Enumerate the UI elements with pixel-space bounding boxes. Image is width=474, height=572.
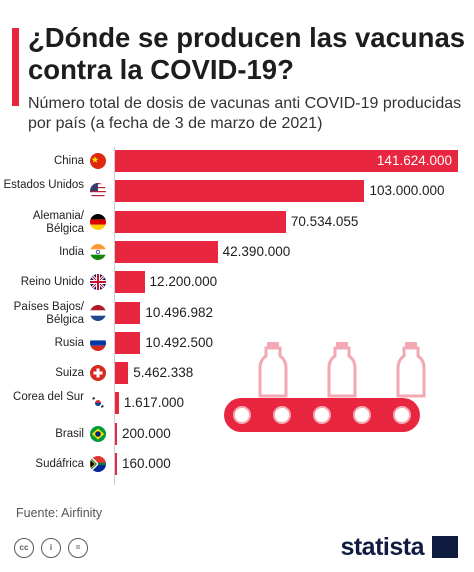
data-label: 70.534.055 [290, 213, 359, 229]
china-flag-icon [90, 153, 106, 169]
bar [115, 240, 218, 263]
category-axis-line [114, 147, 115, 485]
data-label: 200.000 [122, 425, 171, 441]
vaccine-conveyor-belt-icon [224, 342, 426, 432]
germany-belgium-flag-icon [90, 213, 106, 230]
india-flag-icon [90, 243, 106, 260]
statista-logo: statista [328, 532, 458, 562]
bar [115, 301, 141, 324]
bar [115, 150, 458, 172]
data-label: 10.492.500 [145, 334, 213, 350]
data-label: 10.496.982 [145, 304, 213, 320]
no-derivatives-icon: = [68, 538, 88, 558]
bar [115, 180, 365, 203]
data-label: 141.624.000 [376, 153, 452, 168]
category-label: India [59, 245, 84, 258]
category-label: Estados Unidos [3, 179, 84, 192]
category-label: Corea del Sur [13, 391, 84, 404]
bar-row: Rusia 10.492.500 [0, 331, 474, 362]
chart-subtitle: Número total de dosis de vacunas anti CO… [28, 95, 462, 132]
category-label: Suiza [55, 367, 84, 380]
category-label: Rusia [54, 336, 84, 349]
brand-name: statista [340, 533, 424, 561]
bar-row: Alemania/ Bélgica 70.534.055 [0, 209, 474, 241]
bar-row: India 42.390.000 [0, 240, 474, 271]
bar-row: Países Bajos/ Bélgica 10.496.982 [0, 300, 474, 332]
russia-flag-icon [90, 334, 106, 351]
bar [115, 210, 286, 233]
creative-commons-icon: cc [14, 538, 34, 558]
bar-row: Suiza 5.462.338 [0, 362, 474, 392]
data-label: 12.200.000 [149, 274, 218, 290]
bar [115, 392, 119, 415]
data-label: 42.390.000 [222, 243, 291, 259]
bar-row: Sudáfrica 160.000 [0, 453, 474, 483]
bar [115, 271, 145, 294]
switzerland-flag-icon [90, 365, 106, 382]
bar-row: Corea del Sur 1.617.000 [0, 391, 474, 422]
bar-chart: China 141.624.000 Estados Unidos 103.000.00… [0, 145, 474, 490]
category-label: Países Bajos/ Bélgica [13, 300, 84, 326]
data-label: 103.000.000 [369, 183, 445, 199]
chart-title: ¿Dónde se producen las vacunas contra la… [28, 22, 466, 85]
category-label: Alemania/ Bélgica [32, 209, 84, 235]
category-label: Sudáfrica [35, 458, 84, 470]
bar-row: China 141.624.000 [0, 150, 474, 180]
bar [115, 422, 117, 445]
uk-flag-icon [90, 274, 106, 291]
usa-flag-icon [90, 183, 106, 200]
data-label: 160.000 [122, 456, 171, 471]
data-label: 1.617.000 [123, 395, 184, 411]
netherlands-belgium-flag-icon [90, 304, 106, 321]
attribution-icon: i [41, 538, 61, 558]
data-label: 5.462.338 [133, 365, 194, 381]
statista-mark-icon [432, 536, 458, 558]
bar [115, 331, 141, 354]
south-korea-flag-icon [90, 395, 106, 412]
category-label: Brasil [55, 427, 84, 440]
bar-row: Brasil 200.000 [0, 422, 474, 453]
category-label: China [53, 155, 84, 167]
source-note: Fuente: Airfinity [16, 506, 103, 520]
category-label: Reino Unido [20, 276, 84, 289]
brazil-flag-icon [90, 425, 106, 442]
bar-row: Reino Unido 12.200.000 [0, 271, 474, 301]
bar [115, 453, 117, 475]
bar-row: Estados Unidos 103.000.000 [0, 179, 474, 210]
south-africa-flag-icon [90, 456, 106, 472]
title-accent-bar [12, 28, 19, 106]
bar [115, 362, 129, 385]
